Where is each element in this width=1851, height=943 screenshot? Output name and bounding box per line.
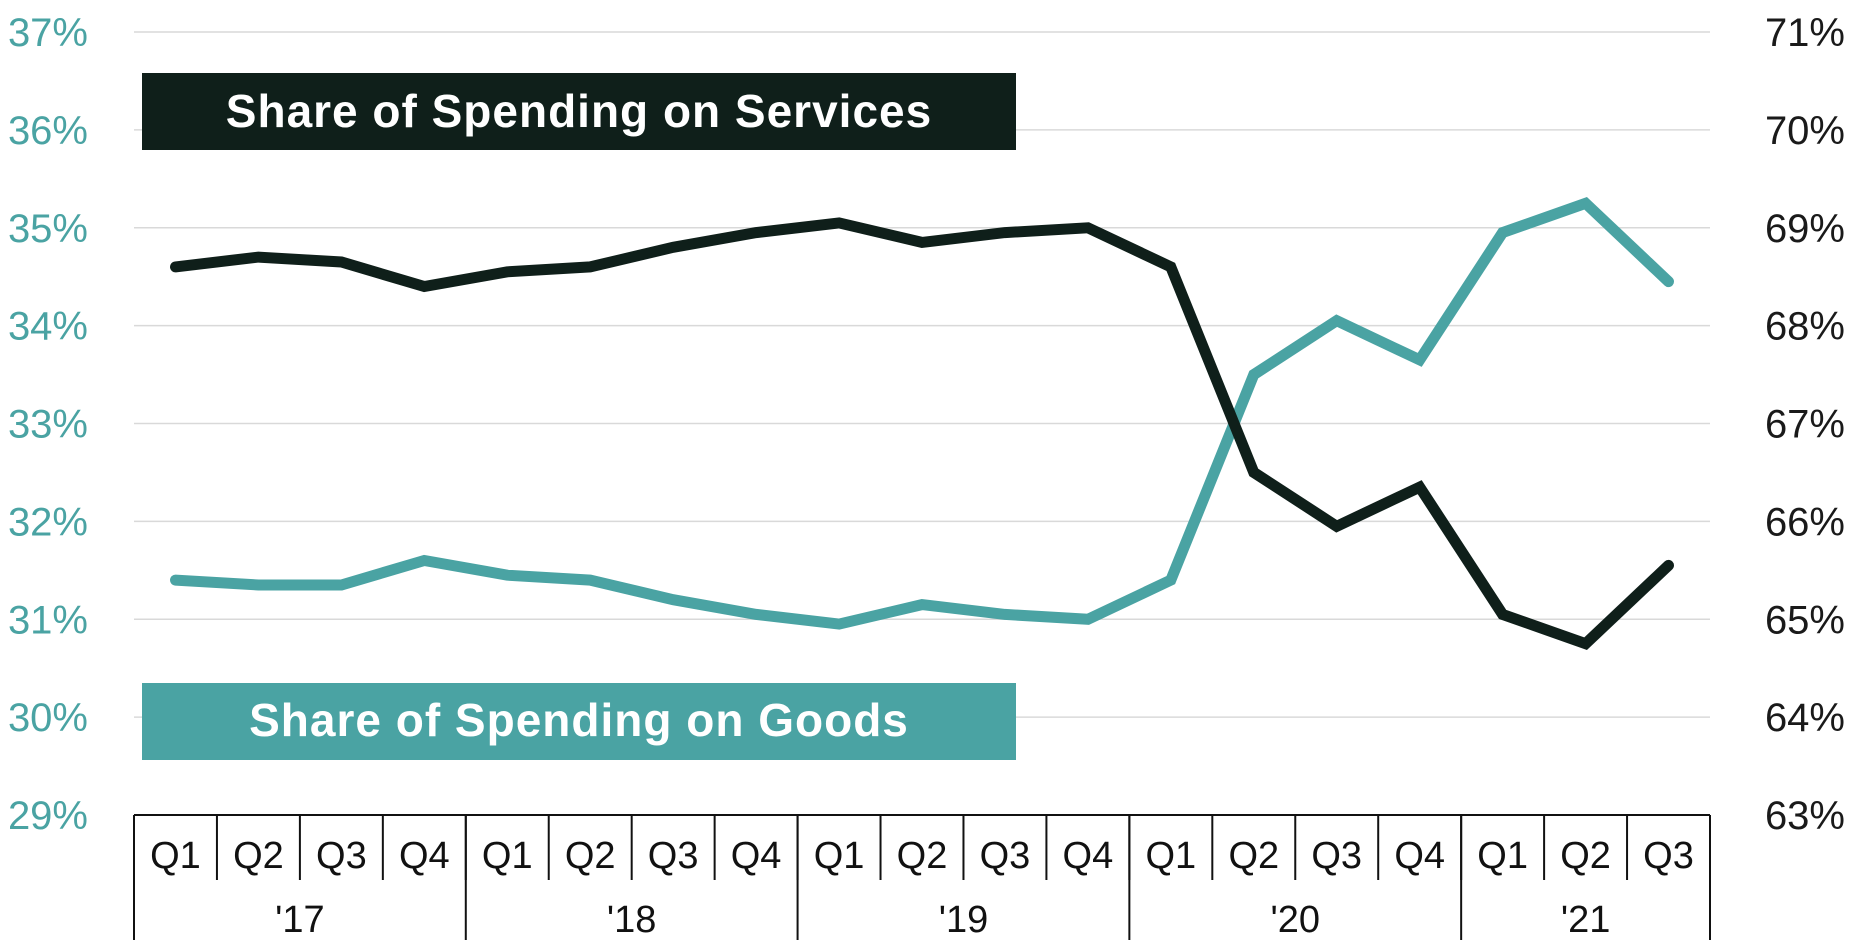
- left-tick-label: 32%: [8, 500, 88, 544]
- legend-goods-box: [142, 683, 1016, 760]
- category-tick-label: Q3: [980, 835, 1031, 877]
- category-tick-label: Q2: [1228, 835, 1279, 877]
- category-tick-label: Q3: [1311, 835, 1362, 877]
- right-tick-label: 66%: [1765, 500, 1845, 544]
- left-tick-label: 36%: [8, 109, 88, 153]
- legend-goods-label: Share of Spending on Goods: [249, 694, 909, 746]
- year-label: '18: [607, 899, 657, 941]
- left-tick-label: 34%: [8, 305, 88, 349]
- series-lines: [170, 196, 1674, 651]
- left-tick-label: 29%: [8, 794, 88, 838]
- category-tick-label: Q2: [897, 835, 948, 877]
- category-tick-label: Q4: [1063, 835, 1114, 877]
- left-tick-label: 37%: [8, 11, 88, 55]
- category-tick-label: Q3: [316, 835, 367, 877]
- category-tick-label: Q1: [482, 835, 533, 877]
- left-tick-label: 33%: [8, 403, 88, 447]
- category-tick-label: Q2: [565, 835, 616, 877]
- year-label: '19: [939, 899, 989, 941]
- year-label: '17: [275, 899, 325, 941]
- left-tick-label: 30%: [8, 696, 88, 740]
- category-tick-label: Q4: [1394, 835, 1445, 877]
- category-tick-label: Q4: [399, 835, 450, 877]
- category-tick-label: Q2: [1560, 835, 1611, 877]
- legend-services: Share of Spending on Services: [142, 73, 1016, 150]
- category-tick-label: Q3: [648, 835, 699, 877]
- x-axis: Q1 Q2 Q3 Q4 Q1 Q2 Q3 Q4 Q1 Q2 Q3 Q4 Q1 Q2 Q3 Q4 Q1 Q2 Q3 '1…: [133, 814, 1711, 941]
- category-tick-label: Q1: [1145, 835, 1196, 877]
- legend-services-box: [142, 73, 1016, 150]
- category-tick-label: Q1: [814, 835, 865, 877]
- year-label: '21: [1561, 899, 1611, 941]
- legend-services-label: Share of Spending on Services: [226, 85, 932, 137]
- goods-series-line: [170, 196, 1674, 630]
- year-label: '20: [1270, 899, 1320, 941]
- right-tick-label: 67%: [1765, 403, 1845, 447]
- left-y-axis: 29% 30% 31% 32% 33% 34% 35% 36% 37%: [8, 11, 88, 838]
- right-tick-label: 69%: [1765, 207, 1845, 251]
- category-tick-label: Q3: [1643, 835, 1694, 877]
- right-tick-label: 64%: [1765, 696, 1845, 740]
- right-tick-label: 63%: [1765, 794, 1845, 838]
- left-tick-label: 31%: [8, 598, 88, 642]
- right-tick-label: 68%: [1765, 305, 1845, 349]
- category-tick-label: Q4: [731, 835, 782, 877]
- category-tick-label: Q1: [150, 835, 201, 877]
- services-series-line: [170, 217, 1674, 651]
- right-tick-label: 71%: [1765, 11, 1845, 55]
- category-tick-label: Q2: [233, 835, 284, 877]
- right-tick-label: 65%: [1765, 598, 1845, 642]
- left-tick-label: 35%: [8, 207, 88, 251]
- right-tick-label: 70%: [1765, 109, 1845, 153]
- category-tick-label: Q1: [1477, 835, 1528, 877]
- legend-goods: Share of Spending on Goods: [142, 683, 1016, 760]
- right-y-axis: 63% 64% 65% 66% 67% 68% 69% 70% 71%: [1765, 11, 1845, 838]
